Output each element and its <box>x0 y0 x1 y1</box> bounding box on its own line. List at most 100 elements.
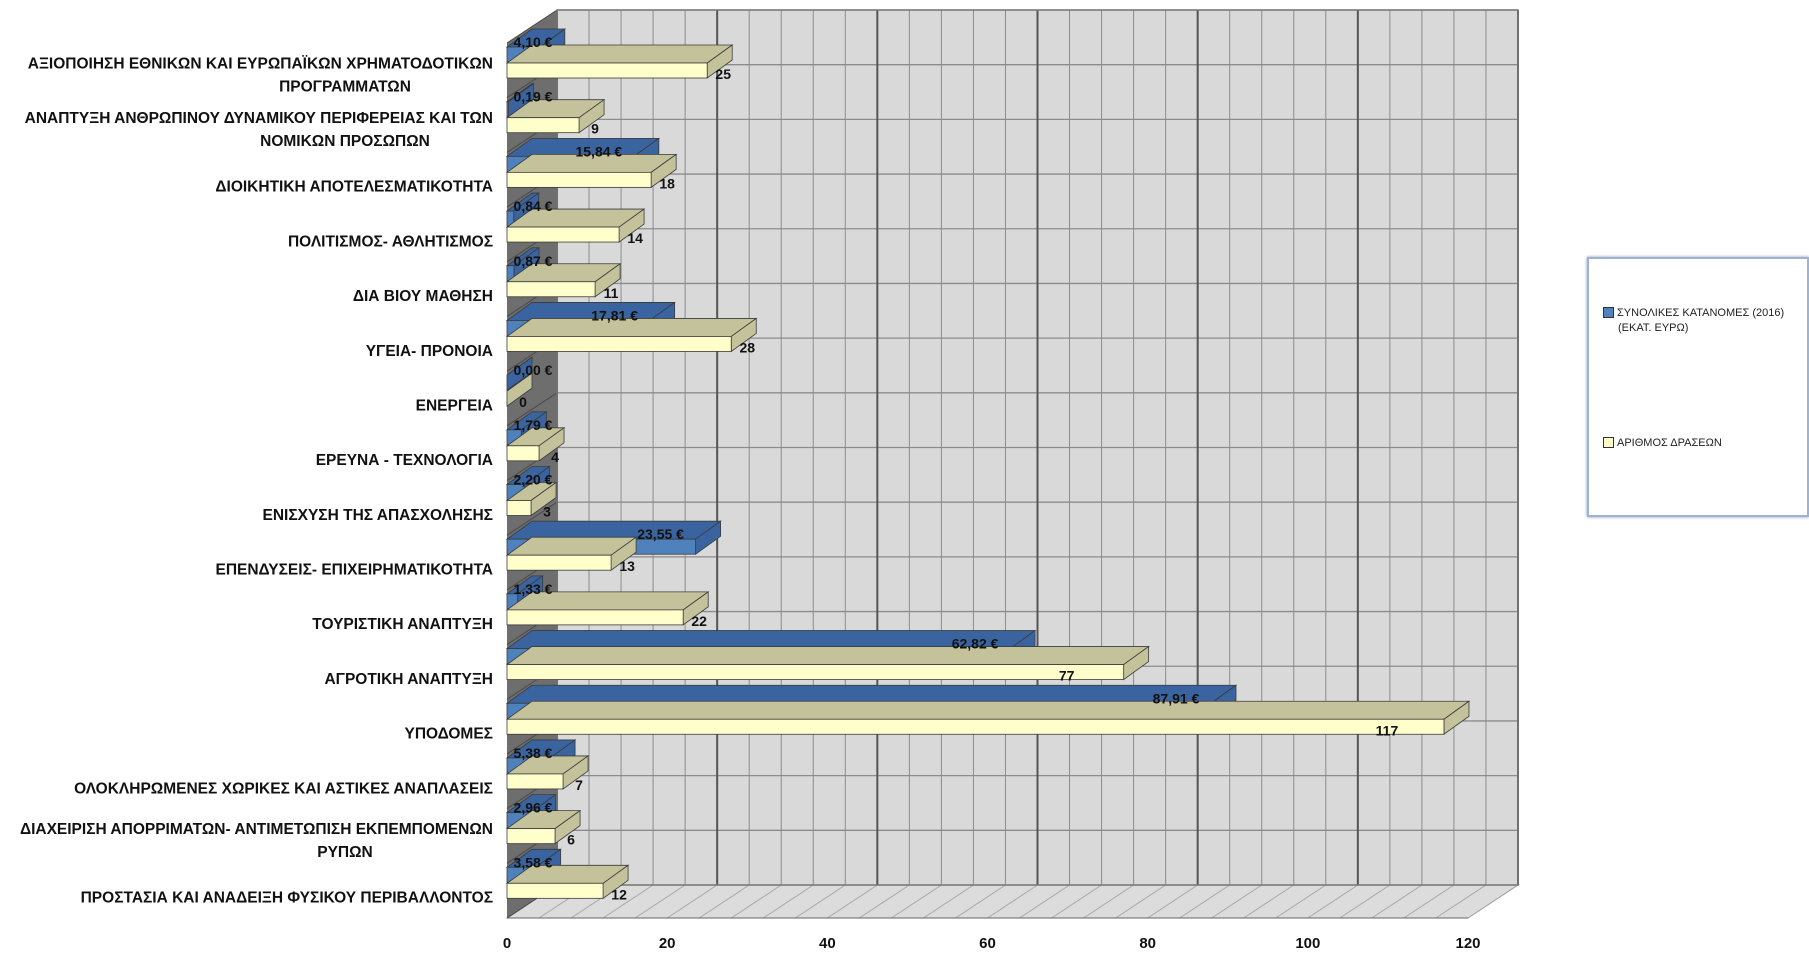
floor-gridline <box>666 884 718 919</box>
bar-actions-front <box>506 171 652 188</box>
bar-actions <box>505 44 734 79</box>
x-tick-label: 120 <box>1455 935 1480 952</box>
legend: ΣΥΝΟΛΙΚΕΣ ΚΑΤΑΝΟΜΕΣ (2016) (ΕΚΑΤ. ΕΥΡΩ) … <box>1587 257 1809 517</box>
data-label-actions: 6 <box>567 832 575 848</box>
category-label: ΑΓΡΟΤΙΚΗ ΑΝΑΠΤΥΞΗ <box>324 671 493 688</box>
category-label: ΔΙΟΙΚΗΤΙΚΗ ΑΠΟΤΕΛΕΣΜΑΤΙΚΟΤΗΤΑ <box>215 179 493 196</box>
data-label-allocations: 0,87 € <box>514 253 553 269</box>
data-label-allocations: 0,19 € <box>514 89 553 105</box>
bar-allocations <box>505 82 535 118</box>
category-label: ΕΡΕΥΝΑ - ΤΕΧΝΟΛΟΓΙΑ <box>316 452 493 469</box>
data-label-allocations: 5,38 € <box>514 745 553 761</box>
bar-actions-front <box>506 500 532 516</box>
bar-actions <box>505 700 1471 736</box>
category-label: ΑΝΑΠΤΥΞΗ ΑΝΘΡΩΠΙΝΟΥ ΔΥΝΑΜΙΚΟΥ ΠΕΡΙΦΕΡΕΙΑ… <box>25 110 493 150</box>
bar-actions-front <box>506 226 620 243</box>
category-label: ΕΝΙΣΧΥΣΗ ΤΗΣ ΑΠΑΣΧΟΛΗΣΗΣ <box>262 507 493 524</box>
floor-gridline <box>923 884 974 919</box>
category-label: ΑΞΙΟΠΟΙΗΣΗ ΕΘΝΙΚΩΝ ΚΑΙ ΕΥΡΩΠΑΪΚΩΝ ΧΡΗΜΑΤ… <box>28 55 493 95</box>
category-label: ΔΙΑΧΕΙΡΙΣΗ ΑΠΟΡΡΙΜΑΤΩΝ- ΑΝΤΙΜΕΤΩΠΙΣΗ ΕΚΠ… <box>20 821 493 861</box>
data-label-actions: 3 <box>543 504 551 520</box>
bar-actions-front <box>506 445 540 462</box>
x-tick-label: 0 <box>503 935 511 952</box>
floor-gridline <box>730 884 782 919</box>
data-label-allocations: 1,79 € <box>514 417 553 433</box>
bar-allocations <box>506 356 533 391</box>
floor-gridline <box>634 884 686 919</box>
legend-label-actions: ΑΡΙΘΜΟΣ ΔΡΑΣΕΩΝ <box>1617 437 1722 449</box>
legend-swatch-actions <box>1603 436 1614 448</box>
category-label: ΥΓΕΙΑ- ΠΡΟΝΟΙΑ <box>366 343 493 360</box>
bar-actions <box>506 372 533 407</box>
category-label: ΔΙΑ ΒΙΟΥ ΜΑΘΗΣΗ <box>353 288 493 305</box>
data-label-allocations: 3,58 € <box>514 854 553 870</box>
bar-actions-front <box>506 828 556 845</box>
bar-actions-front <box>506 336 732 352</box>
data-label-actions: 0 <box>519 394 527 410</box>
floor-gridline <box>1243 884 1295 919</box>
x-tick-label: 100 <box>1295 935 1320 952</box>
bar-actions <box>505 645 1150 681</box>
bar-actions <box>505 317 758 353</box>
bar-actions <box>505 809 582 845</box>
data-label-actions: 12 <box>611 886 627 902</box>
data-label-allocations: 4,10 € <box>514 34 553 50</box>
data-label-allocations: 2,96 € <box>514 800 553 816</box>
floor-gridline <box>602 884 654 919</box>
x-tick-label: 80 <box>1139 935 1156 952</box>
chart-bars <box>505 28 1471 900</box>
chart-data-labels: 4,10 € 25 0,19 € 9 15,84 € 18 0,84 € 14 0,87 € 11… <box>514 34 1399 902</box>
floor-gridline <box>1179 884 1230 919</box>
floor-gridline <box>1307 884 1359 919</box>
data-label-actions: 28 <box>739 339 755 355</box>
bar-actions <box>505 153 678 189</box>
legend-label-allocations-line1: ΣΥΝΟΛΙΚΕΣ ΚΑΤΑΝΟΜΕΣ (2016) <box>1617 307 1785 319</box>
category-label: ΥΠΟΔΟΜΕΣ <box>404 726 493 743</box>
data-label-actions: 22 <box>691 613 707 629</box>
floor-gridline <box>1275 884 1327 919</box>
floor-gridline <box>1083 884 1134 919</box>
floor-gridline <box>1115 884 1166 919</box>
floor-gridline <box>1403 884 1455 919</box>
data-label-actions: 18 <box>659 175 675 191</box>
bar-actions-top <box>505 646 1150 665</box>
data-label-actions: 13 <box>619 558 635 574</box>
bar-actions-front <box>506 718 1445 735</box>
floor-gridline <box>859 884 910 919</box>
floor-gridline <box>987 884 1038 919</box>
data-label-allocations: 2,20 € <box>514 472 553 488</box>
h-gridline-side <box>506 501 558 536</box>
chart-walls <box>506 9 1519 919</box>
data-label-actions: 11 <box>604 285 619 301</box>
legend-item-allocations: ΣΥΝΟΛΙΚΕΣ ΚΑΤΑΝΟΜΕΣ (2016) (ΕΚΑΤ. ΕΥΡΩ) <box>1603 306 1803 336</box>
bar-actions <box>505 208 646 243</box>
data-label-actions: 9 <box>591 121 599 137</box>
x-tick-label: 40 <box>819 935 836 952</box>
bar-actions <box>505 864 630 900</box>
data-label-actions: 77 <box>1059 668 1075 684</box>
bar-actions <box>505 481 558 517</box>
data-label-actions: 7 <box>575 777 583 793</box>
bar-allocations-front <box>506 101 509 118</box>
bar-actions-front <box>506 773 564 790</box>
floor-gridline <box>955 884 1006 919</box>
floor-gridline <box>1019 884 1070 919</box>
h-gridline-side <box>506 9 558 44</box>
category-label: ΠΡΟΣΤΑΣΙΑ ΚΑΙ ΑΝΑΔΕΙΞΗ ΦΥΣΙΚΟΥ ΠΕΡΙΒΑΛΛΟ… <box>81 890 493 907</box>
h-gridline-side <box>506 392 558 427</box>
bar-actions-front <box>506 882 604 899</box>
data-label-allocations: 62,82 € <box>952 636 999 652</box>
data-label-allocations: 0,00 € <box>514 362 553 378</box>
bar-actions-front <box>506 664 1125 680</box>
data-label-actions: 25 <box>715 66 731 82</box>
bar-actions-front <box>506 117 580 134</box>
bar-actions-front <box>506 609 684 626</box>
bar-actions <box>505 755 590 790</box>
floor-gridline <box>891 884 942 919</box>
bar-allocations-top <box>505 520 722 540</box>
floor-gridline <box>698 884 750 919</box>
floor-gridline <box>1051 884 1102 919</box>
floor-gridline <box>1339 884 1391 919</box>
floor-gridline <box>762 884 814 919</box>
